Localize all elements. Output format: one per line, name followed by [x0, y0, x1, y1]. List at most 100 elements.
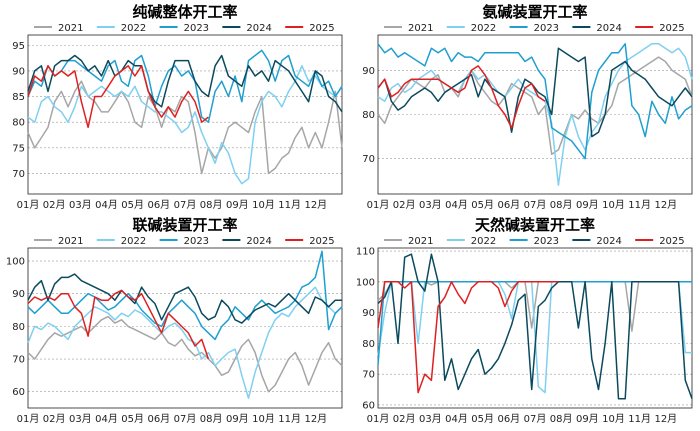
chart-title: 纯碱整体开工率 [132, 3, 237, 21]
legend-item-2025: 2025 [285, 23, 335, 34]
x-tick-label: 12月 [304, 199, 327, 211]
x-tick-label: 12月 [304, 413, 327, 425]
x-tick-label: 10月 [252, 413, 275, 425]
x-tick-label: 01月 [367, 413, 390, 425]
series-line-2024 [27, 54, 343, 113]
y-tick-label: 75 [12, 143, 25, 154]
legend-item-2025: 2025 [285, 236, 335, 247]
x-tick-label: 05月 [471, 413, 494, 425]
series-line-2023 [377, 43, 693, 160]
y-tick-label: 85 [12, 92, 25, 103]
x-tick-label: 09月 [576, 413, 599, 425]
x-tick-label: 02月 [393, 413, 416, 425]
x-tick-label: 03月 [69, 199, 92, 211]
series-line-2024 [27, 273, 342, 324]
legend-item-2024: 2024 [222, 236, 272, 247]
x-tick-label: 11月 [628, 413, 651, 425]
x-tick-label: 01月 [17, 199, 40, 211]
chart-panel-ammonia-soda: 氨碱装置开工率 2021 2022 2023 2024 2025 70 80 90 01月 02月 0… [350, 0, 700, 213]
x-tick-label: 09月 [576, 199, 599, 211]
legend-label: 2024 [246, 236, 271, 247]
x-tick-label: 09月 [226, 199, 249, 211]
legend-item-2024: 2024 [572, 236, 622, 247]
plot-frame [27, 247, 343, 409]
y-tick-label: 70 [362, 154, 375, 165]
y-tick-label: 90 [362, 308, 375, 319]
x-tick-label: 02月 [43, 199, 66, 211]
x-tick-label: 11月 [278, 199, 301, 211]
legend-label: 2022 [471, 23, 496, 34]
chart-svg: 纯碱整体开工率 2021 2022 2023 2024 2025 70 75 80 85 90 95 0… [12, 3, 343, 211]
y-tick-label: 100 [356, 277, 375, 288]
x-tick-label: 02月 [43, 413, 66, 425]
legend-label: 2021 [408, 23, 433, 34]
x-tick-label: 10月 [602, 199, 625, 211]
x-tick-label: 05月 [121, 199, 144, 211]
x-tick-label: 03月 [69, 413, 92, 425]
x-tick-label: 04月 [95, 413, 118, 425]
x-tick-label: 03月 [419, 413, 442, 425]
legend-item-2024: 2024 [572, 23, 622, 34]
legend-label: 2021 [58, 23, 83, 34]
chart-panel-joint-soda: 联碱装置开工率 2021 2022 2023 2024 2025 60 70 80 90 100 01… [0, 213, 350, 427]
legend-label: 2025 [659, 236, 684, 247]
legend-item-2021: 2021 [34, 236, 83, 247]
y-tick-label: 95 [12, 41, 25, 52]
series-line-2022 [377, 281, 692, 394]
x-tick-label: 08月 [550, 199, 573, 211]
legend-label: 2023 [534, 236, 559, 247]
legend-label: 2024 [596, 236, 621, 247]
y-tick-label: 80 [12, 322, 25, 333]
y-tick-label: 80 [12, 118, 25, 129]
series-line-2022 [27, 286, 343, 399]
y-tick-label: 80 [362, 339, 375, 350]
legend-label: 2022 [121, 236, 146, 247]
chart-panel-natural-soda: 天然碱装置开工率 2021 2022 2023 2024 2025 60 70 80 90 100 1… [350, 213, 700, 427]
x-tick-label: 08月 [550, 413, 573, 425]
x-tick-label: 11月 [628, 199, 651, 211]
legend-label: 2022 [121, 23, 146, 34]
legend-label: 2022 [471, 236, 496, 247]
series-line-2023 [27, 49, 343, 123]
y-tick-label: 100 [6, 257, 25, 268]
legend-item-2025: 2025 [635, 23, 685, 34]
y-tick-label: 70 [362, 370, 375, 381]
legend-label: 2021 [408, 236, 433, 247]
x-tick-label: 04月 [95, 199, 118, 211]
y-tick-label: 60 [12, 387, 25, 398]
legend-item-2025: 2025 [635, 236, 685, 247]
legend-item-2022: 2022 [96, 23, 146, 34]
x-tick-label: 03月 [419, 199, 442, 211]
x-tick-label: 05月 [471, 199, 494, 211]
x-tick-label: 09月 [226, 413, 249, 425]
y-tick-label: 90 [12, 289, 25, 300]
y-tick-label: 70 [12, 355, 25, 366]
plot-frame [27, 34, 343, 195]
legend-label: 2023 [534, 23, 559, 34]
x-tick-label: 07月 [174, 413, 197, 425]
x-tick-label: 01月 [367, 199, 390, 211]
x-tick-label: 06月 [147, 199, 170, 211]
series-line-2021 [27, 315, 343, 393]
x-tick-label: 08月 [200, 413, 223, 425]
x-tick-label: 08月 [200, 199, 223, 211]
x-tick-label: 07月 [524, 413, 547, 425]
x-tick-label: 10月 [602, 413, 625, 425]
legend-label: 2024 [596, 23, 621, 34]
legend-item-2022: 2022 [446, 236, 496, 247]
series-line-2024 [377, 47, 693, 138]
chart-panel-total: 纯碱整体开工率 2021 2022 2023 2024 2025 70 75 80 85 90 95 0… [0, 0, 350, 213]
legend-item-2022: 2022 [446, 23, 496, 34]
y-tick-label: 80 [362, 110, 375, 121]
legend-label: 2021 [58, 236, 83, 247]
x-tick-label: 06月 [147, 413, 170, 425]
y-tick-label: 90 [362, 66, 375, 77]
legend-item-2023: 2023 [509, 236, 559, 247]
legend-item-2021: 2021 [384, 23, 433, 34]
legend-item-2023: 2023 [159, 23, 209, 34]
series-line-2024 [377, 253, 693, 400]
chart-title: 氨碱装置开工率 [482, 3, 587, 21]
x-tick-label: 07月 [524, 199, 547, 211]
y-tick-label: 90 [12, 66, 25, 77]
